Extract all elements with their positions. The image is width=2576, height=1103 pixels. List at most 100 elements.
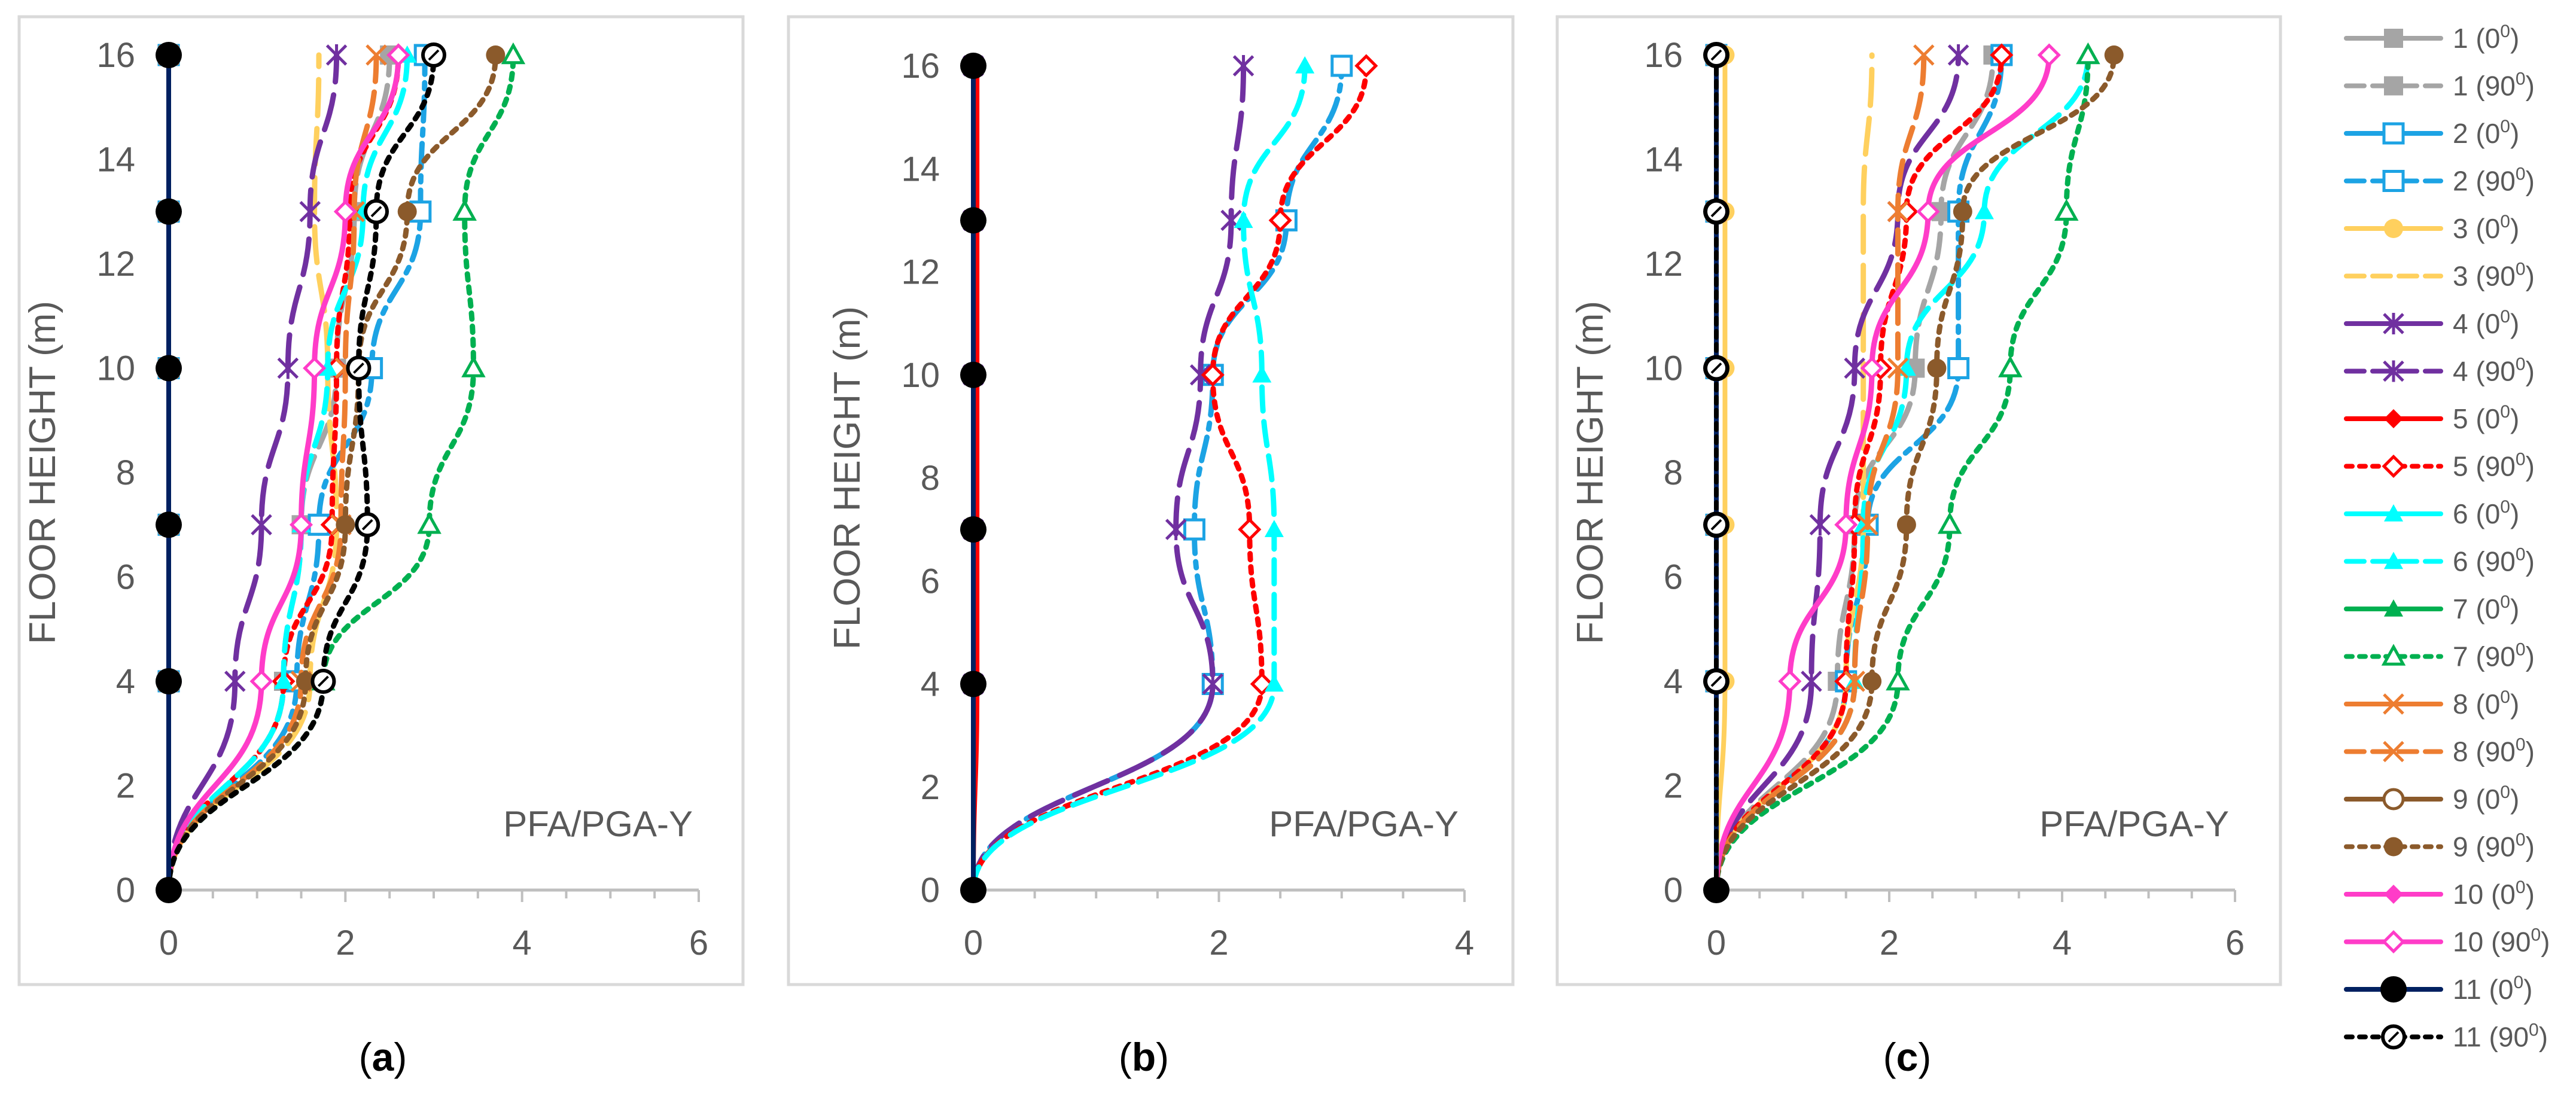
data-point (1264, 520, 1284, 537)
data-point (1844, 671, 1865, 692)
data-point (960, 53, 986, 79)
data-point (1834, 513, 1858, 537)
legend-item: 4 (00) (2344, 307, 2519, 339)
y-tick-label: 10 (1644, 349, 1683, 388)
data-point (1330, 54, 1353, 77)
data-point (1886, 668, 1910, 691)
y-tick-label: 8 (116, 453, 135, 492)
y-tick-label: 2 (116, 767, 135, 806)
data-point (1704, 199, 1729, 224)
data-point (1927, 358, 1947, 378)
legend-item: 1 (00) (2344, 22, 2519, 54)
legend-label: 3 (900) (2453, 260, 2535, 292)
data-point (346, 355, 372, 381)
data-point (1268, 208, 1292, 232)
data-point (1189, 364, 1211, 386)
legend-item: 11 (900) (2344, 1020, 2548, 1053)
data-point (1234, 211, 1253, 228)
data-point (1974, 202, 1994, 220)
data-point (1183, 518, 1205, 541)
data-point (1165, 519, 1187, 541)
data-point (310, 669, 336, 694)
legend-item: 3 (00) (2344, 212, 2519, 244)
legend-marker (2384, 504, 2403, 522)
y-tick-label: 16 (96, 36, 135, 75)
x-tick-label: 4 (513, 924, 532, 962)
y-axis-label: FLOOR HEIGHT (m) (22, 301, 63, 644)
legend-item: 9 (00) (2344, 782, 2519, 815)
legend-item: 3 (900) (2344, 260, 2535, 292)
legend-label: 8 (900) (2453, 735, 2535, 767)
legend-item: 9 (900) (2344, 830, 2535, 863)
series-10-90 (1713, 43, 2061, 893)
data-point (251, 514, 272, 536)
legend-item: 5 (00) (2344, 402, 2519, 434)
x-tick-label: 6 (689, 924, 708, 962)
data-point (1913, 44, 1935, 66)
data-point (1953, 202, 1972, 221)
data-point (224, 671, 246, 692)
series-4-90 (970, 55, 1254, 893)
data-point (960, 877, 986, 903)
y-tick-label: 14 (96, 141, 135, 179)
data-point (277, 357, 299, 379)
series-line (971, 63, 980, 892)
legend-marker (2384, 599, 2403, 617)
legend-label: 7 (00) (2453, 592, 2519, 624)
y-tick-label: 6 (116, 558, 135, 597)
y-tick-label: 8 (921, 459, 940, 498)
data-point (960, 361, 986, 388)
legend-item: 8 (900) (2344, 735, 2535, 767)
legend-label: 10 (900) (2453, 925, 2550, 958)
legend-marker (2381, 644, 2406, 666)
data-point (2054, 199, 2079, 221)
legend-marker (2381, 1024, 2406, 1050)
data-point (1202, 673, 1224, 695)
data-point (249, 669, 273, 693)
x-tick-label: 0 (1707, 924, 1726, 962)
x-tick-label: 2 (336, 924, 355, 962)
legend-item: 6 (900) (2344, 545, 2535, 577)
legend-item: 5 (900) (2344, 450, 2535, 482)
x-tick-label: 2 (1209, 924, 1228, 962)
y-tick-label: 12 (1644, 245, 1683, 284)
data-point (960, 671, 986, 697)
chart-panel-b: 0 2 4 0 2 4 6 8 10 12 14 16 FLOOR HEIGHT (m) PFA/PGA-… (787, 15, 1515, 986)
data-point (1887, 200, 1909, 223)
x-tick-label: 6 (2225, 924, 2245, 962)
data-point (318, 358, 337, 376)
y-tick-label: 8 (1664, 453, 1683, 492)
x-tick-label: 2 (1880, 924, 1899, 962)
legend-marker (2384, 76, 2403, 96)
y-tick-label: 14 (1644, 141, 1683, 179)
legend-label: 7 (900) (2453, 640, 2535, 672)
y-tick-label: 4 (1664, 662, 1683, 701)
data-point (1990, 43, 2014, 67)
legend-marker (2384, 552, 2403, 569)
data-point (2104, 45, 2124, 65)
data-point (397, 202, 417, 221)
data-point (1704, 355, 1729, 381)
legend-marker (2384, 885, 2403, 904)
legend-marker (2380, 976, 2407, 1003)
legend-marker (2382, 122, 2405, 145)
legend-label: 1 (00) (2453, 22, 2519, 54)
legend-label: 1 (900) (2453, 69, 2535, 102)
series-line (1713, 52, 1927, 893)
data-point (303, 356, 327, 380)
legend-marker (2384, 837, 2403, 857)
series-line (1713, 52, 2005, 893)
data-point (1947, 44, 1969, 66)
legend-item: 11 (00) (2344, 973, 2532, 1005)
data-point (156, 877, 182, 903)
legend-label: 5 (900) (2453, 450, 2535, 482)
series-11-90 (1704, 42, 1729, 892)
legend-marker (2383, 360, 2404, 382)
legend-marker (2382, 788, 2405, 811)
x-tick-label: 4 (2053, 924, 2072, 962)
legend-label: 10 (00) (2453, 877, 2535, 910)
y-tick-label: 2 (921, 768, 940, 807)
legend-item: 7 (00) (2344, 592, 2519, 624)
y-tick-label: 0 (116, 871, 135, 910)
data-point (289, 513, 313, 537)
